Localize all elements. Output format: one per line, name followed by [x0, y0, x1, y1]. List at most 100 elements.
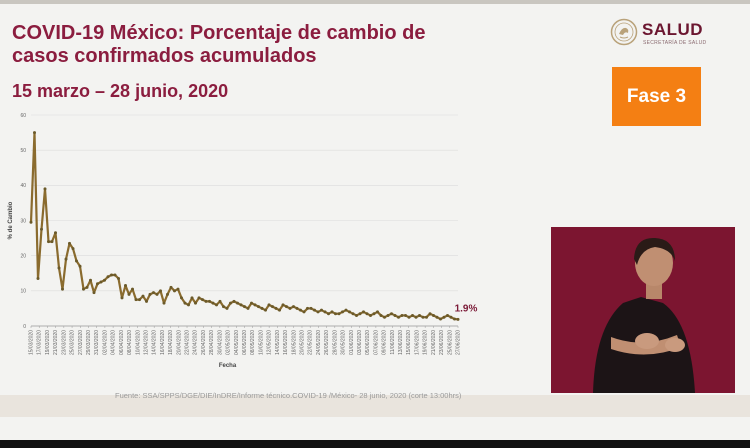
chart-axes: 0 10 20 30 40 50 60 15/03/2020 17/03/2020 19/03/2… — [20, 113, 461, 355]
y-tick-label: 10 — [20, 289, 26, 295]
data-point — [257, 305, 260, 309]
data-point — [397, 315, 400, 319]
x-tick-label: 27/03/2020 — [78, 330, 84, 355]
x-tick-label: 22/05/2020 — [308, 330, 314, 355]
x-tick-label: 13/06/2020 — [398, 330, 404, 355]
data-point — [33, 131, 36, 135]
x-tick-label: 26/05/2020 — [324, 330, 330, 355]
x-tick-label: 24/05/2020 — [316, 330, 322, 355]
x-tick-label: 19/03/2020 — [45, 330, 51, 355]
data-point — [386, 313, 390, 317]
data-point — [453, 317, 456, 321]
x-tick-label: 21/03/2020 — [53, 330, 59, 355]
data-point — [120, 296, 124, 300]
data-point — [215, 303, 218, 307]
data-point — [204, 299, 208, 303]
data-point — [173, 289, 176, 293]
data-point — [211, 301, 215, 305]
data-point — [61, 287, 64, 291]
source-note: Fuente: SSA/SPPS/DGE/DIE/InDRE/Informe t… — [115, 391, 462, 400]
data-point — [274, 306, 278, 310]
data-point — [131, 287, 134, 291]
data-point — [176, 287, 180, 291]
data-point — [411, 313, 414, 317]
sign-language-interpreter — [551, 227, 735, 393]
data-point — [85, 285, 89, 289]
top-border — [0, 0, 750, 4]
logo-subtext: SECRETARÍA DE SALUD — [643, 40, 707, 46]
data-point — [390, 312, 393, 316]
phase-badge: Fase 3 — [612, 67, 701, 126]
data-point — [253, 303, 257, 307]
data-point — [369, 313, 372, 317]
data-point — [236, 301, 239, 305]
data-point — [155, 292, 159, 296]
data-point — [138, 298, 141, 302]
series-line — [29, 131, 460, 321]
data-point — [57, 266, 61, 270]
x-tick-label: 29/03/2020 — [86, 330, 92, 355]
data-point — [264, 308, 267, 312]
data-point — [288, 306, 292, 310]
data-point — [330, 310, 334, 314]
data-point — [334, 312, 337, 316]
data-point — [351, 312, 355, 316]
x-tick-label: 23/06/2020 — [439, 330, 445, 355]
x-tick-label: 23/03/2020 — [61, 330, 67, 355]
data-point — [428, 312, 432, 316]
x-tick-label: 31/03/2020 — [94, 330, 100, 355]
y-tick-label: 0 — [23, 324, 26, 330]
data-point — [243, 305, 246, 309]
data-point — [271, 305, 274, 309]
data-point — [292, 305, 295, 309]
slide-title: COVID-19 México: Porcentaje de cambio de… — [12, 22, 426, 67]
data-point — [222, 305, 225, 309]
data-point — [89, 278, 92, 282]
data-point — [96, 282, 99, 286]
data-point — [124, 284, 127, 288]
data-point — [327, 312, 330, 316]
data-point — [442, 315, 446, 319]
chart-grid — [31, 114, 458, 327]
data-point — [134, 298, 138, 302]
x-tick-label: 15/03/2020 — [29, 330, 35, 355]
data-point — [362, 310, 365, 314]
data-point — [446, 313, 449, 317]
data-point — [239, 303, 243, 307]
data-point — [372, 312, 376, 316]
data-point — [306, 306, 309, 310]
x-tick-label: 28/04/2020 — [209, 330, 215, 355]
data-point — [225, 306, 229, 310]
x-tick-label: 16/05/2020 — [283, 330, 289, 355]
data-point — [78, 264, 82, 268]
data-point — [40, 227, 43, 231]
data-point — [316, 310, 320, 314]
data-point — [449, 315, 453, 319]
data-point — [421, 315, 425, 319]
data-point — [229, 301, 232, 305]
data-point — [250, 301, 253, 305]
x-tick-label: 09/06/2020 — [382, 330, 388, 355]
data-point — [117, 277, 120, 281]
data-point — [435, 315, 439, 319]
data-point — [159, 289, 162, 293]
x-tick-label: 12/05/2020 — [267, 330, 273, 355]
x-tick-label: 14/04/2020 — [152, 330, 158, 355]
data-point — [348, 310, 351, 314]
data-point — [187, 303, 190, 307]
data-point — [71, 247, 75, 251]
data-point — [281, 303, 285, 307]
final-value-label: 1.9% — [455, 303, 478, 314]
y-tick-label: 20 — [20, 253, 26, 259]
data-point — [407, 315, 411, 319]
x-tick-label: 01/06/2020 — [349, 330, 355, 355]
data-point — [309, 306, 313, 310]
data-point — [29, 220, 33, 224]
x-tick-label: 07/06/2020 — [373, 330, 379, 355]
data-point — [414, 315, 418, 319]
x-tick-label: 21/06/2020 — [431, 330, 437, 355]
x-tick-label: 19/06/2020 — [423, 330, 429, 355]
data-point — [404, 313, 407, 317]
data-point — [267, 303, 271, 307]
x-tick-label: 22/04/2020 — [185, 330, 191, 355]
